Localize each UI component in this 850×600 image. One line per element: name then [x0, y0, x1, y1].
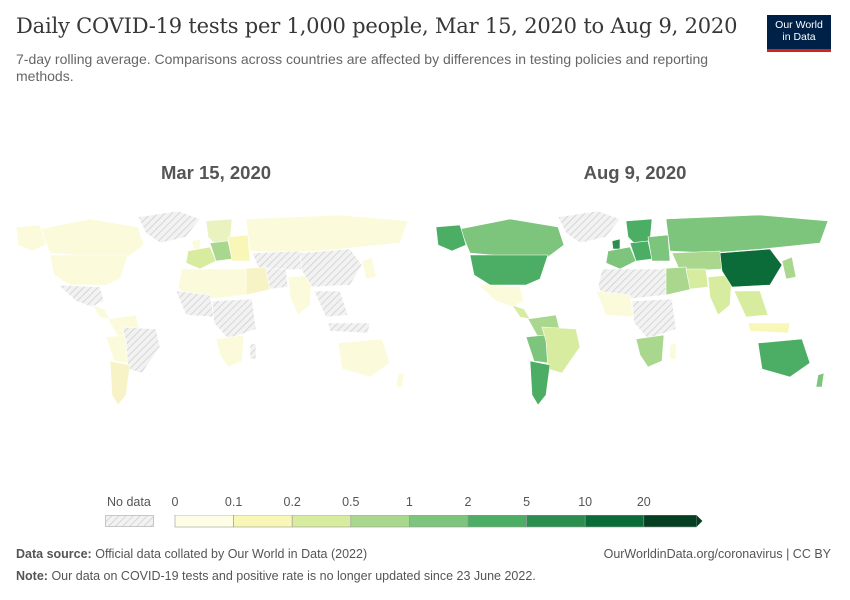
- no-data-label: No data: [107, 495, 151, 509]
- brazil: [121, 326, 161, 374]
- china: [299, 248, 363, 288]
- legend-bin-4: [409, 515, 469, 528]
- legend-tick-label: 5: [523, 495, 531, 509]
- legend-bin-8: [643, 515, 697, 528]
- central-east-africa: [631, 298, 677, 340]
- china: [719, 248, 783, 288]
- japan-korea: [781, 256, 797, 280]
- usa: [469, 254, 549, 286]
- usa: [49, 254, 129, 286]
- west-africa: [175, 290, 215, 318]
- data-source-text: Official data collated by Our World in D…: [95, 547, 368, 561]
- logo-line-1: Our World: [775, 19, 823, 31]
- japan-korea: [361, 256, 377, 280]
- world-map-aug-9: [435, 210, 829, 406]
- western-europe: [185, 246, 217, 270]
- eastern-europe: [227, 234, 251, 262]
- data-source-label: Data source:: [16, 547, 92, 561]
- central-east-africa: [211, 298, 257, 340]
- canada: [459, 218, 565, 260]
- new-zealand: [815, 372, 825, 388]
- southern-africa: [215, 334, 245, 368]
- note: Note: Our data on COVID-19 tests and pos…: [16, 569, 536, 583]
- mexico: [477, 284, 525, 308]
- legend-bin-3: [350, 515, 410, 528]
- russia: [665, 214, 829, 254]
- eastern-europe: [647, 234, 671, 262]
- owid-link[interactable]: OurWorldinData.org/coronavirus | CC BY: [603, 547, 831, 561]
- alaska: [435, 224, 467, 252]
- data-source: Data source: Official data collated by O…: [16, 547, 367, 561]
- legend-tick-label: 0.2: [283, 495, 301, 509]
- legend-bin-1: [233, 515, 293, 528]
- map-title-mar-15: Mar 15, 2020: [160, 162, 272, 183]
- legend-bin-2: [291, 515, 352, 528]
- mexico: [57, 284, 105, 308]
- greenland: [557, 210, 621, 244]
- note-text: Our data on COVID-19 tests and positive …: [51, 569, 536, 583]
- central-america: [91, 304, 111, 320]
- legend-tick-label: 0.5: [342, 495, 360, 509]
- madagascar: [669, 342, 677, 360]
- legend-tick-label: 1: [405, 495, 413, 509]
- uk-ireland: [611, 238, 621, 250]
- legend-bin-7: [584, 515, 645, 528]
- color-legend: No data 0 0.1 0.2 0.5 1 2 5 10 20: [0, 495, 850, 535]
- russia: [245, 214, 409, 254]
- indonesia: [327, 322, 371, 334]
- southern-africa: [635, 334, 665, 368]
- note-label: Note:: [16, 569, 48, 583]
- southeast-asia: [733, 290, 769, 318]
- madagascar: [249, 342, 257, 360]
- new-zealand: [395, 372, 405, 388]
- legend-bin-5: [467, 515, 527, 528]
- alaska: [15, 224, 47, 252]
- world-map-mar-15: [15, 210, 409, 406]
- legend-tick-label: 0: [171, 495, 179, 509]
- western-europe: [605, 246, 637, 270]
- peru-bolivia: [105, 334, 129, 364]
- greenland: [137, 210, 201, 244]
- australia: [337, 338, 391, 378]
- australia: [757, 338, 811, 378]
- legend-tick-label: 10: [578, 495, 593, 509]
- indonesia: [747, 322, 791, 334]
- legend-tick-label: 2: [464, 495, 472, 509]
- legend-color-bar: [174, 515, 703, 528]
- chart-title: Daily COVID-19 tests per 1,000 people, M…: [16, 14, 738, 38]
- legend-bin-0: [174, 515, 234, 528]
- west-africa: [595, 290, 635, 318]
- iran: [265, 268, 289, 290]
- logo-line-2: in Data: [782, 31, 816, 43]
- iran: [685, 268, 709, 290]
- argentina-chile: [529, 360, 551, 406]
- canada: [39, 218, 145, 260]
- central-america: [511, 304, 531, 320]
- brazil: [541, 326, 581, 374]
- peru-bolivia: [525, 334, 549, 364]
- southeast-asia: [313, 290, 349, 318]
- owid-logo[interactable]: Our World in Data: [767, 15, 831, 52]
- argentina-chile: [109, 360, 131, 406]
- legend-tick-label: 20: [636, 495, 651, 509]
- chart-subtitle: 7-day rolling average. Comparisons acros…: [16, 51, 709, 84]
- legend-bin-6: [526, 515, 586, 528]
- map-title-aug-9: Aug 9, 2020: [583, 162, 687, 183]
- legend-arrow-tip: [696, 515, 703, 527]
- no-data-swatch: [105, 515, 154, 527]
- legend-tick-label: 0.1: [224, 495, 243, 509]
- uk-ireland: [191, 238, 201, 250]
